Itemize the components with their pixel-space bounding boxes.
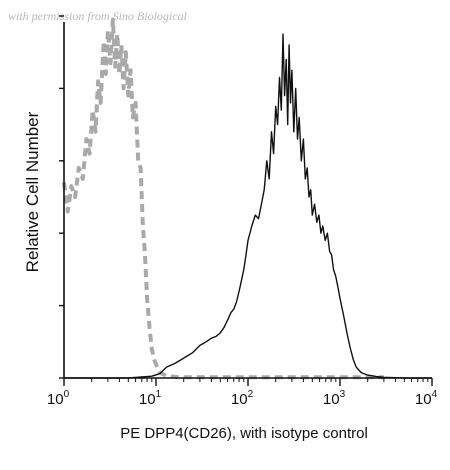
x-axis: 100 101 102 103 104	[47, 377, 438, 408]
x-tick-label-3: 103	[323, 389, 346, 408]
x-tick-label-1: 101	[139, 389, 162, 408]
plot-area	[62, 17, 432, 380]
x-tick-label-0: 100	[47, 389, 70, 408]
x-tick-label-4: 104	[415, 389, 438, 408]
watermark-text: with permission from Sino Biological	[8, 9, 188, 23]
x-tick-label-2: 102	[231, 389, 254, 408]
y-axis-label: Relative Cell Number	[23, 111, 42, 272]
series-line-2	[64, 33, 432, 379]
series-line-1	[62, 17, 384, 380]
x-axis-label: PE DPP4(CD26), with isotype control	[120, 425, 368, 442]
y-axis	[59, 15, 65, 379]
